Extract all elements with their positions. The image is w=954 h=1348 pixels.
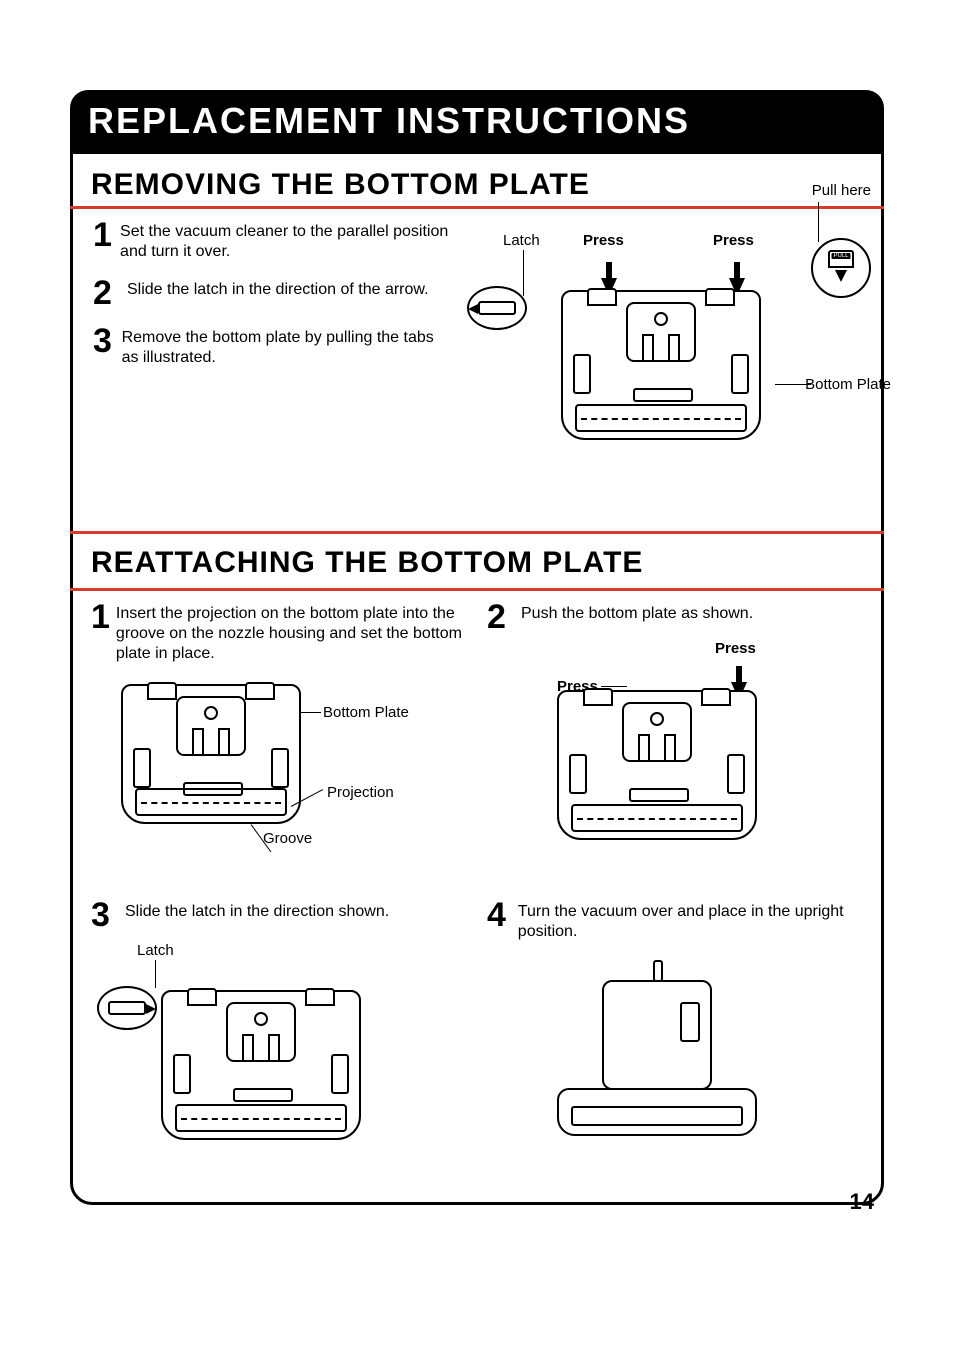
content-frame: REPLACEMENT INSTRUCTIONS REMOVING THE BO… [70,90,884,1205]
step-number: 3 [93,324,116,358]
step-number: 1 [93,218,114,252]
vacuum-base-illustration [561,290,761,440]
page: REPLACEMENT INSTRUCTIONS REMOVING THE BO… [0,0,954,1245]
step-number: 1 [91,600,110,634]
divider [70,531,884,534]
section1-header: REMOVING THE BOTTOM PLATE [73,154,881,212]
section2-header: REATTACHING THE BOTTOM PLATE [73,528,881,590]
step-text: Insert the projection on the bottom plat… [116,600,467,664]
vacuum-base-illustration [557,690,757,840]
latch-callout [97,986,157,1030]
section2-body: 1 Insert the projection on the bottom pl… [73,590,881,1202]
leader-line [299,712,321,713]
section1-figure: Latch Press Press Pull here Bottom Plate [473,220,881,500]
vacuum-base-illustration [161,990,361,1140]
step-text: Remove the bottom plate by pulling the t… [122,324,453,368]
pull-badge-text: PULL [831,253,850,259]
pull-here-badge: PULL [811,238,871,298]
step-cell: 4 Turn the vacuum over and place in the … [487,898,863,1172]
latch-icon [108,1001,146,1015]
page-title: REPLACEMENT INSTRUCTIONS [70,90,884,154]
leader-line [155,960,156,988]
leader-line [601,686,627,687]
page-number: 14 [850,1189,874,1215]
step-number: 3 [91,898,119,932]
step-cell: 2 Push the bottom plate as shown. Press … [487,600,863,874]
figure: Latch [91,942,467,1162]
figure: Bottom Plate Projection Groove [91,674,467,874]
step-number: 2 [93,276,121,310]
label-latch: Latch [503,232,540,249]
label-latch: Latch [137,942,174,959]
step-number: 4 [487,898,512,932]
step: 3 Remove the bottom plate by pulling the… [93,324,453,368]
label-press: Press [713,232,754,249]
section1-steps: 1 Set the vacuum cleaner to the parallel… [93,218,453,382]
label-projection: Projection [327,784,394,801]
leader-line [523,250,524,296]
label-press: Press [715,640,756,657]
step-text: Turn the vacuum over and place in the up… [518,898,863,942]
step-cell: 3 Slide the latch in the direction shown… [91,898,467,1172]
step-text: Slide the latch in the direction of the … [127,276,429,300]
step-cell: 1 Insert the projection on the bottom pl… [91,600,467,874]
step: 1 Set the vacuum cleaner to the parallel… [93,218,453,262]
label-pull-here: Pull here [812,182,871,199]
label-groove: Groove [263,830,312,847]
section1-body: 1 Set the vacuum cleaner to the parallel… [73,212,881,528]
step-text: Push the bottom plate as shown. [521,600,753,624]
leader-line [775,384,811,385]
latch-icon [478,301,516,315]
figure: Press Press [487,644,863,844]
step-number: 2 [487,600,515,634]
divider [70,206,884,209]
step-text: Slide the latch in the direction shown. [125,898,389,922]
label-bottom-plate: Bottom Plate [323,704,409,721]
figure [487,952,863,1172]
label-bottom-plate: Bottom Plate [805,376,891,393]
step: 2 Slide the latch in the direction of th… [93,276,453,310]
vacuum-base-illustration [121,684,301,824]
leader-line [818,202,819,242]
latch-callout [467,286,527,330]
step-text: Set the vacuum cleaner to the parallel p… [120,218,453,262]
label-press: Press [583,232,624,249]
